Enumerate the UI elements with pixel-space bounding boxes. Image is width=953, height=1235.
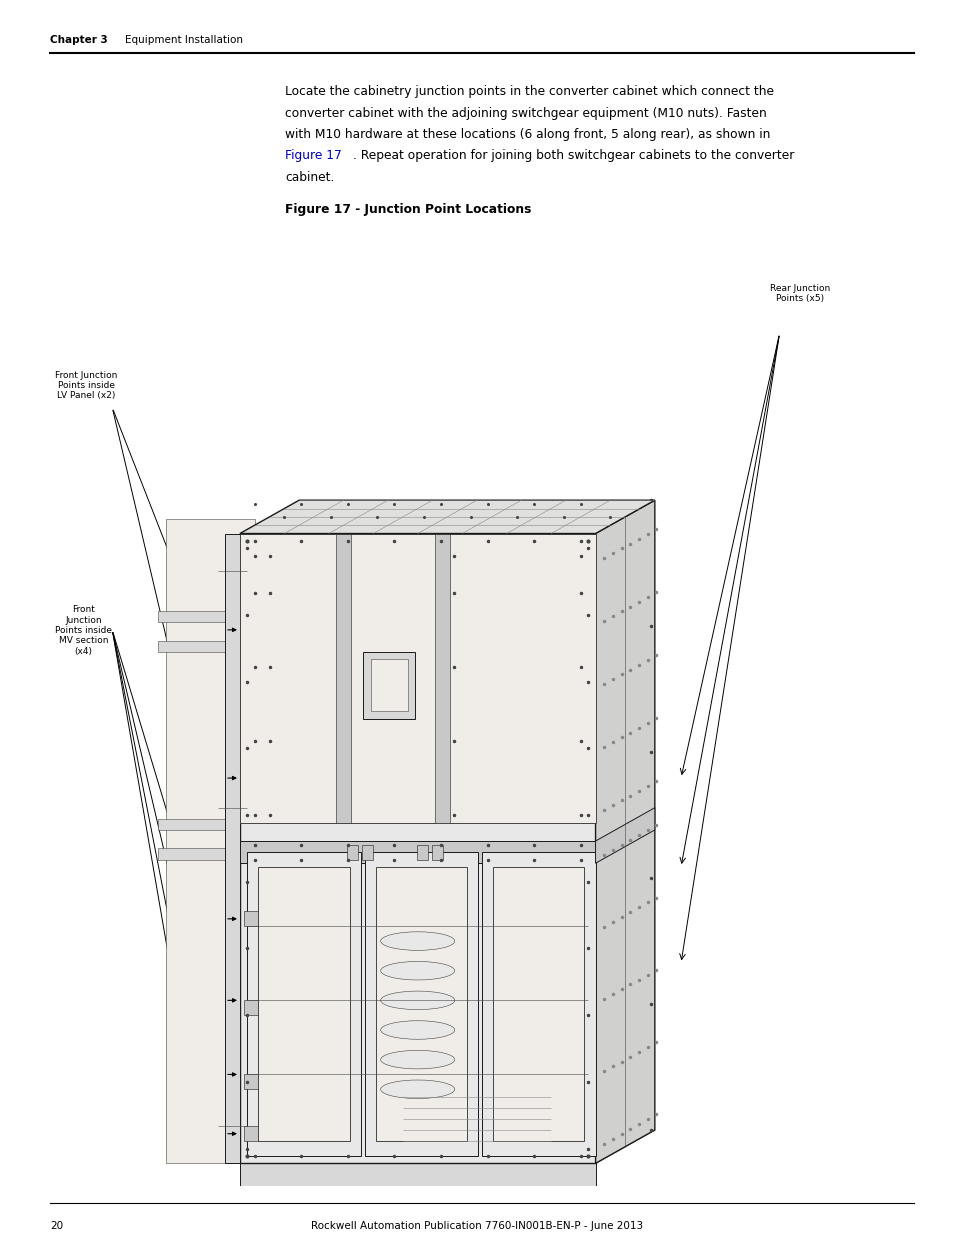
Text: Equipment Installation: Equipment Installation	[125, 35, 243, 44]
Ellipse shape	[380, 1020, 455, 1039]
Polygon shape	[239, 500, 654, 534]
Ellipse shape	[380, 931, 455, 951]
Polygon shape	[239, 1130, 654, 1163]
Text: Figure 17: Figure 17	[285, 149, 341, 163]
Bar	[243, 1126, 258, 1141]
Bar	[371, 659, 407, 711]
Bar	[361, 845, 373, 860]
Bar	[431, 845, 442, 860]
Ellipse shape	[380, 1079, 455, 1099]
Text: cabinet.: cabinet.	[285, 170, 334, 184]
Bar	[335, 534, 350, 823]
Bar	[158, 819, 262, 830]
Text: Figure 17 - Junction Point Locations: Figure 17 - Junction Point Locations	[285, 204, 531, 216]
Bar	[158, 848, 262, 860]
Bar	[239, 841, 595, 863]
Ellipse shape	[380, 1050, 455, 1068]
Bar	[243, 1074, 258, 1089]
Ellipse shape	[380, 990, 455, 1010]
Bar	[493, 867, 584, 1141]
Text: Rear Junction
Points (x5): Rear Junction Points (x5)	[769, 284, 829, 304]
Text: 20: 20	[50, 1221, 63, 1231]
Bar	[363, 652, 415, 719]
Bar	[435, 534, 450, 823]
Bar	[239, 534, 339, 823]
Text: Front Junction
Points inside
LV Panel (x2): Front Junction Points inside LV Panel (x…	[55, 370, 117, 400]
Bar	[225, 534, 239, 1163]
Bar	[375, 867, 467, 1141]
Bar	[258, 867, 350, 1141]
Text: converter cabinet with the adjoining switchgear equipment (M10 nuts). Fasten: converter cabinet with the adjoining swi…	[285, 106, 766, 120]
Bar	[243, 1000, 258, 1015]
Text: with M10 hardware at these locations (6 along front, 5 along rear), as shown in: with M10 hardware at these locations (6 …	[285, 128, 770, 141]
Text: Chapter 3: Chapter 3	[50, 35, 108, 44]
Bar	[438, 534, 595, 823]
Text: Front
Junction
Points inside
MV section
(x4): Front Junction Points inside MV section …	[55, 605, 112, 656]
Bar	[339, 534, 438, 823]
Bar	[364, 852, 477, 1156]
Bar	[416, 845, 428, 860]
Text: Locate the cabinetry junction points in the converter cabinet which connect the: Locate the cabinetry junction points in …	[285, 85, 773, 98]
Polygon shape	[595, 500, 654, 1163]
Ellipse shape	[380, 961, 455, 981]
Bar	[347, 845, 357, 860]
Polygon shape	[239, 1163, 595, 1186]
Bar	[243, 911, 258, 926]
Polygon shape	[595, 808, 654, 863]
Text: . Repeat operation for joining both switchgear cabinets to the converter: . Repeat operation for joining both swit…	[353, 149, 794, 163]
Bar	[158, 611, 262, 622]
Polygon shape	[166, 519, 254, 1163]
Text: Rockwell Automation Publication 7760-IN001B-EN-P - June 2013: Rockwell Automation Publication 7760-IN0…	[311, 1221, 642, 1231]
Bar	[247, 852, 360, 1156]
Bar	[158, 641, 262, 652]
Bar	[239, 534, 595, 1163]
Bar	[481, 852, 595, 1156]
